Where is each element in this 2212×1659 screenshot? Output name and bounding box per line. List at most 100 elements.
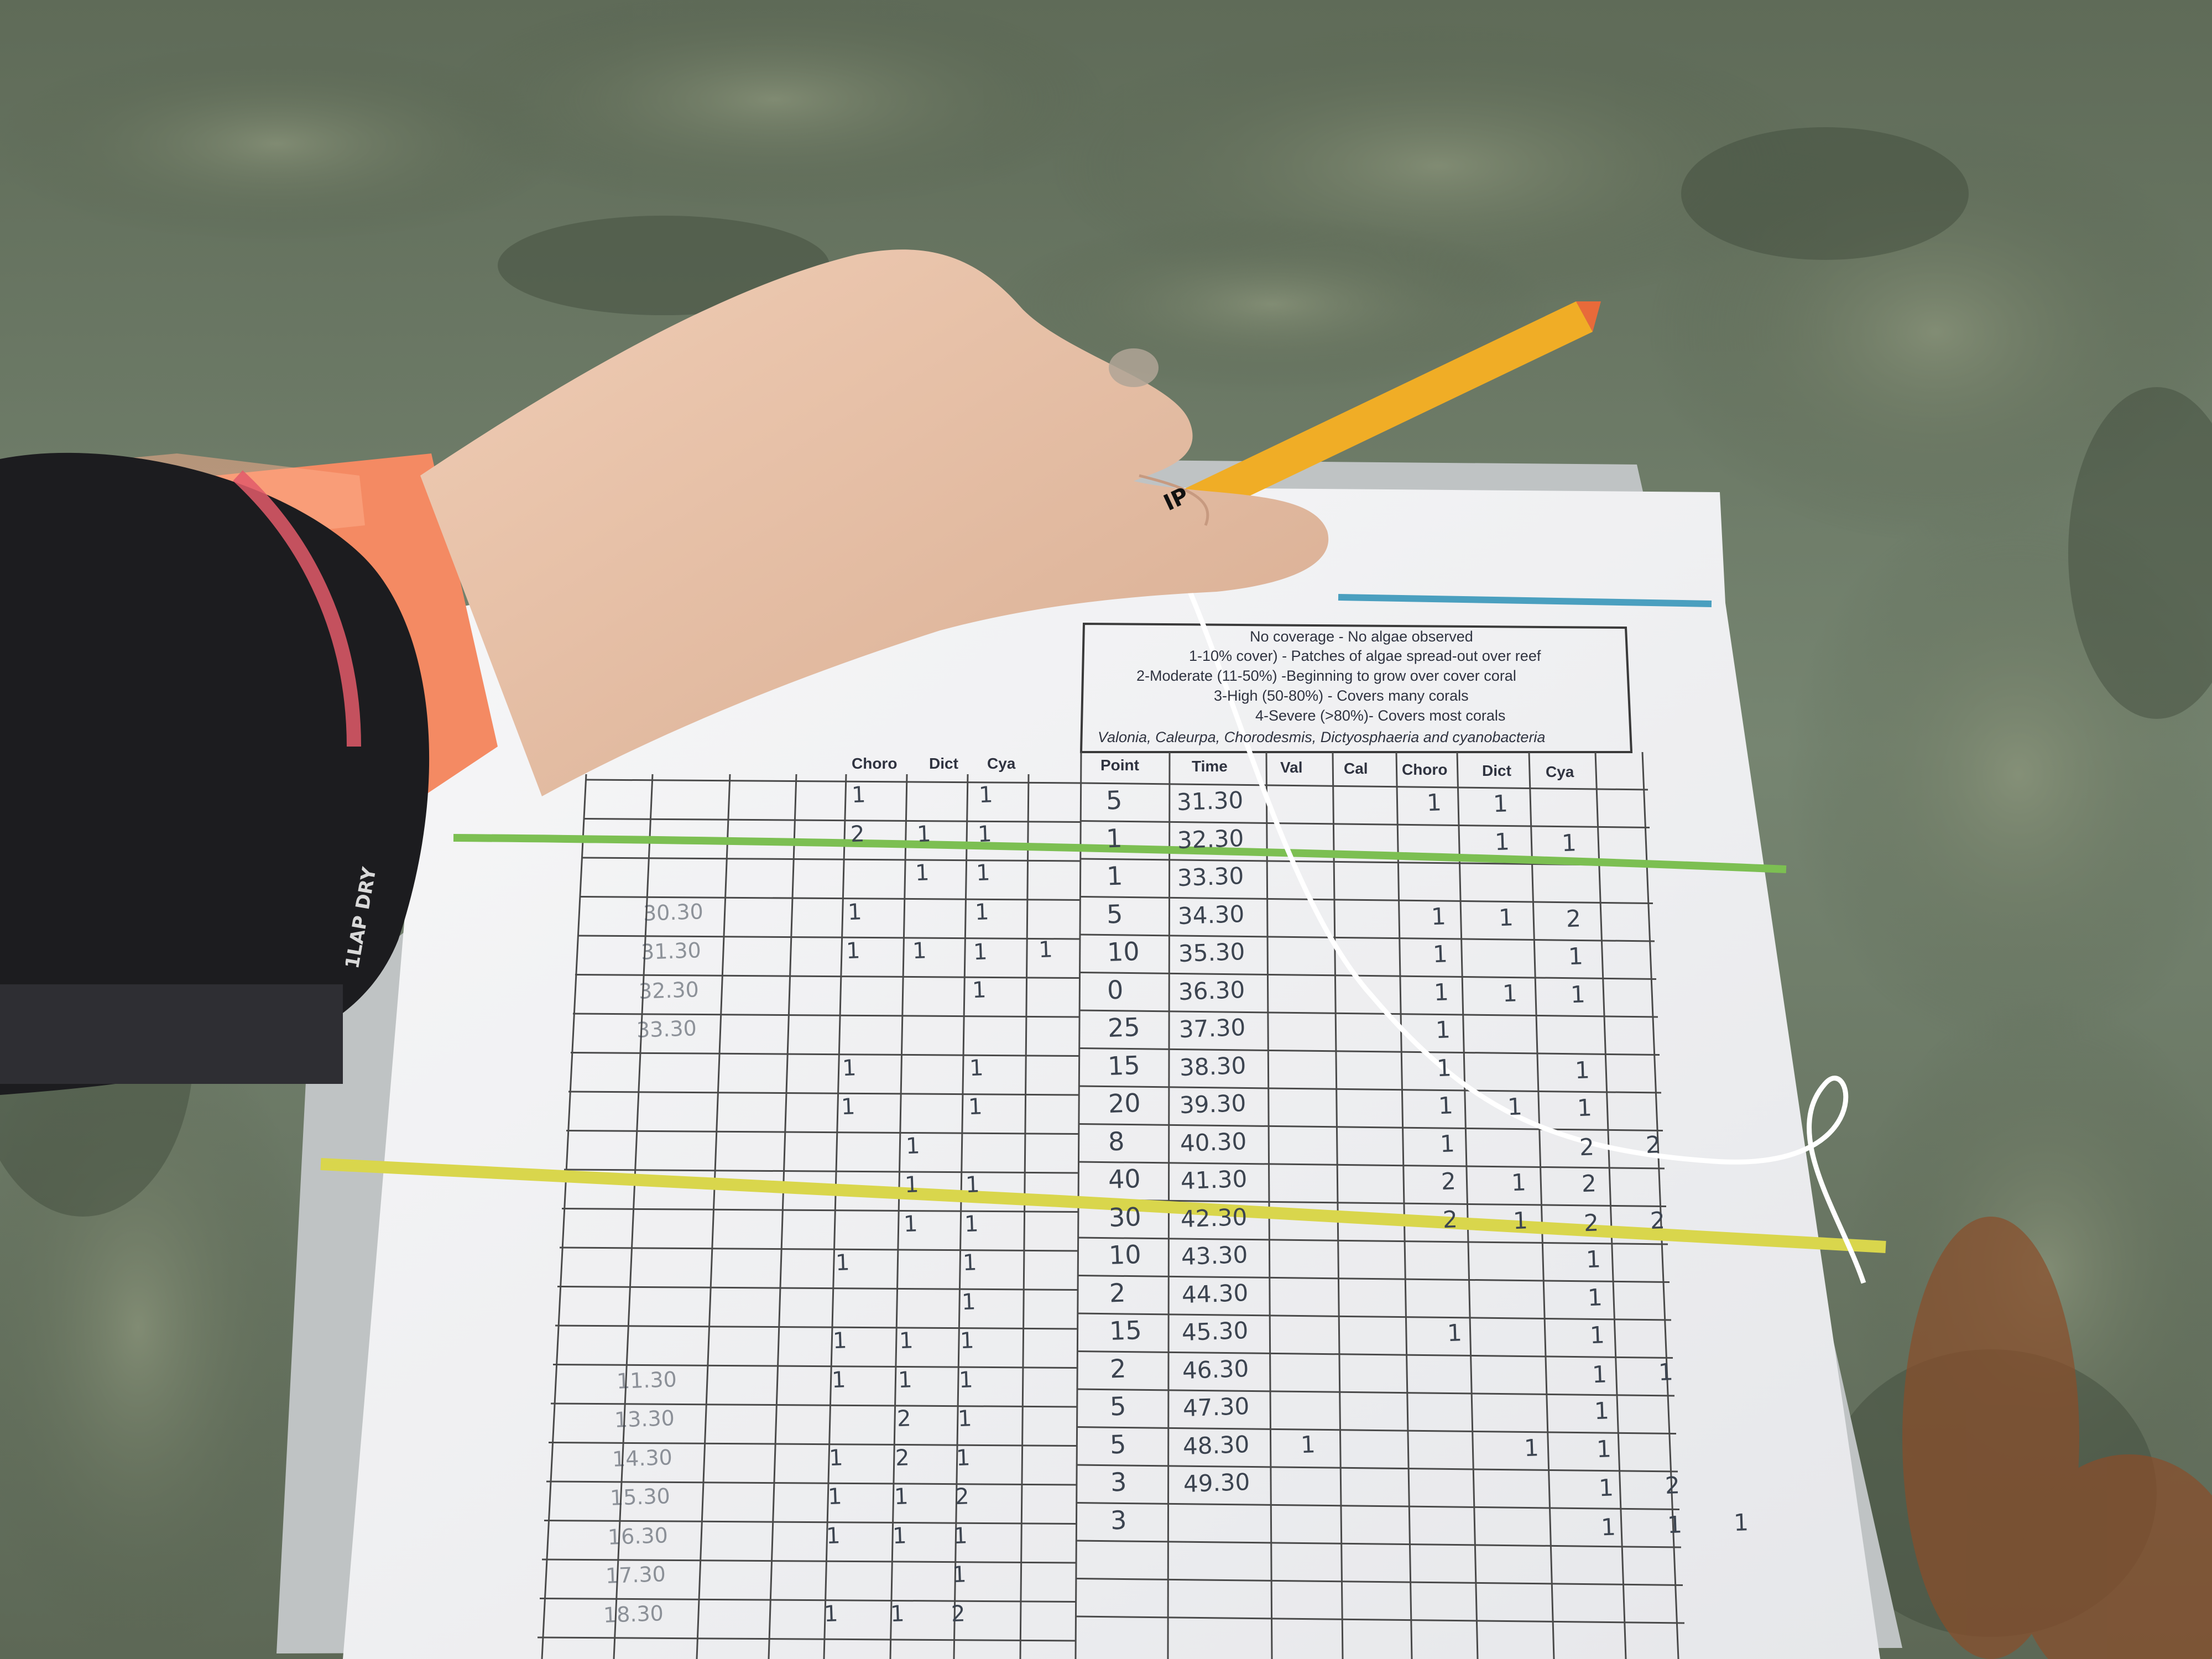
point-cell: 10	[1106, 936, 1140, 968]
legend-line-4: 4-Severe (>80%)- Covers most corals	[1255, 707, 1506, 724]
left-header-dict: Dict	[929, 755, 958, 772]
left-grid-row-line	[546, 1480, 1077, 1486]
left-grid-row-line	[544, 1520, 1076, 1525]
point-cell: 0	[1107, 974, 1124, 1005]
point-cell: 10	[1108, 1239, 1142, 1271]
left-cover-mark: 1	[959, 1327, 997, 1354]
left-grid-row-line	[552, 1364, 1077, 1369]
time-cell: 36.30	[1178, 975, 1246, 1005]
left-cover-mark: 1	[957, 1405, 994, 1432]
left-grid-row-line	[577, 935, 1081, 940]
time-cell: 31.30	[1176, 786, 1244, 816]
left-grid-row-line	[557, 1286, 1078, 1291]
cover-mark: 1	[1493, 789, 1531, 818]
point-cell: 5	[1109, 1429, 1127, 1459]
right-grid-row-line	[1078, 1161, 1665, 1170]
left-cover-mark: 1	[894, 1483, 931, 1510]
cover-mark: 1	[1436, 1053, 1475, 1082]
time-cell: 34.30	[1177, 900, 1245, 930]
left-cover-mark: 1	[846, 937, 883, 964]
left-cover-mark: 1	[851, 781, 889, 808]
left-time-cell: 16.30	[607, 1522, 669, 1550]
cover-mark: 1	[1501, 978, 1540, 1007]
right-grid-row-line	[1078, 1085, 1662, 1094]
time-cell: 44.30	[1181, 1279, 1249, 1308]
time-cell: 40.30	[1180, 1127, 1248, 1157]
time-cell: 39.30	[1179, 1089, 1247, 1119]
time-cell: 49.30	[1183, 1468, 1250, 1498]
left-grid-row-line	[566, 1130, 1079, 1135]
cover-mark: 1	[1447, 1318, 1485, 1347]
time-cell: 47.30	[1182, 1392, 1250, 1422]
left-grid-row-line	[572, 1013, 1080, 1018]
pencil-lanyard	[1148, 513, 1866, 1284]
cover-mark: 1	[1498, 902, 1536, 931]
point-cell: 5	[1109, 1391, 1127, 1422]
left-cover-mark: 1	[831, 1366, 869, 1393]
left-grid-row-line	[579, 896, 1081, 901]
left-time-cell: 14.30	[612, 1444, 673, 1472]
right-grid-row-line	[1079, 1009, 1658, 1018]
cover-mark: 1	[1512, 1206, 1551, 1234]
legend-line-1: 1-10% cover) - Patches of algae spread-o…	[1189, 648, 1541, 664]
left-cover-mark: 1	[958, 1366, 996, 1393]
time-cell: 37.30	[1178, 1013, 1246, 1044]
left-cover-mark: 1	[978, 781, 1016, 808]
point-cell: 2	[1109, 1353, 1126, 1384]
green-rubber-band	[453, 834, 1787, 873]
left-time-cell: 11.30	[616, 1366, 677, 1394]
point-cell: 1	[1105, 860, 1124, 891]
point-cell: 8	[1108, 1126, 1125, 1156]
point-cell: 2	[1108, 1277, 1126, 1308]
right-header-dict: Dict	[1482, 762, 1511, 779]
left-grid	[541, 774, 1030, 1659]
sheet-blue-rule	[1338, 594, 1712, 607]
right-grid-row-line	[1076, 1388, 1675, 1397]
time-cell: 42.30	[1180, 1203, 1248, 1233]
cover-mark: 2	[1441, 1166, 1479, 1196]
left-header-choro: Choro	[852, 755, 898, 772]
left-grid-row-line	[559, 1246, 1078, 1252]
left-cover-mark: 1	[962, 1249, 1000, 1276]
wristwatch	[0, 452, 430, 1095]
left-time-cell: 15.30	[609, 1484, 671, 1510]
left-cover-mark: 1	[953, 1522, 990, 1549]
left-cover-mark: 2	[849, 820, 887, 847]
cover-mark: 1	[1576, 1093, 1615, 1122]
right-grid-row-line	[1077, 1237, 1668, 1245]
left-cover-mark: 1	[905, 1132, 943, 1159]
left-cover-mark: 1	[898, 1366, 935, 1393]
left-cover-mark: 1	[899, 1327, 936, 1354]
left-grid-row-line	[561, 1208, 1078, 1213]
left-time-cell: 13.30	[614, 1406, 675, 1432]
left-cover-mark: 1	[842, 1054, 879, 1081]
right-grid-row-line	[1079, 1047, 1660, 1056]
time-cell: 33.30	[1177, 862, 1245, 892]
right-grid-row-line	[1077, 1275, 1670, 1283]
cover-mark: 1	[1507, 1092, 1545, 1121]
right-header-time: Time	[1192, 758, 1228, 775]
time-cell: 38.30	[1178, 1051, 1246, 1081]
cover-mark: 1	[1511, 1167, 1549, 1197]
cover-mark: 2	[1442, 1204, 1480, 1233]
point-cell: 40	[1108, 1163, 1141, 1195]
cover-mark: 1	[1433, 977, 1472, 1006]
time-cell: 41.30	[1180, 1165, 1248, 1195]
left-cover-mark: 1	[912, 937, 950, 964]
cover-mark: 1	[1594, 1396, 1632, 1425]
left-grid-row-line	[537, 1636, 1076, 1642]
right-grid-row-line	[1077, 1312, 1672, 1321]
left-time-cell: 30.30	[643, 899, 704, 926]
left-grid-row-line	[555, 1324, 1078, 1330]
left-time-cell: 33.30	[636, 1016, 697, 1042]
left-cover-mark: 1	[916, 820, 953, 847]
point-cell: 3	[1109, 1467, 1128, 1498]
left-cover-mark: 1	[904, 1171, 942, 1198]
cover-mark: 1	[1569, 979, 1608, 1008]
time-cell: 46.30	[1182, 1354, 1249, 1384]
cover-mark: 1 1	[1592, 1357, 1696, 1388]
left-grid-row-line	[581, 857, 1081, 862]
left-grid-row-line	[568, 1091, 1079, 1096]
right-grid-row-line	[1078, 1123, 1663, 1131]
